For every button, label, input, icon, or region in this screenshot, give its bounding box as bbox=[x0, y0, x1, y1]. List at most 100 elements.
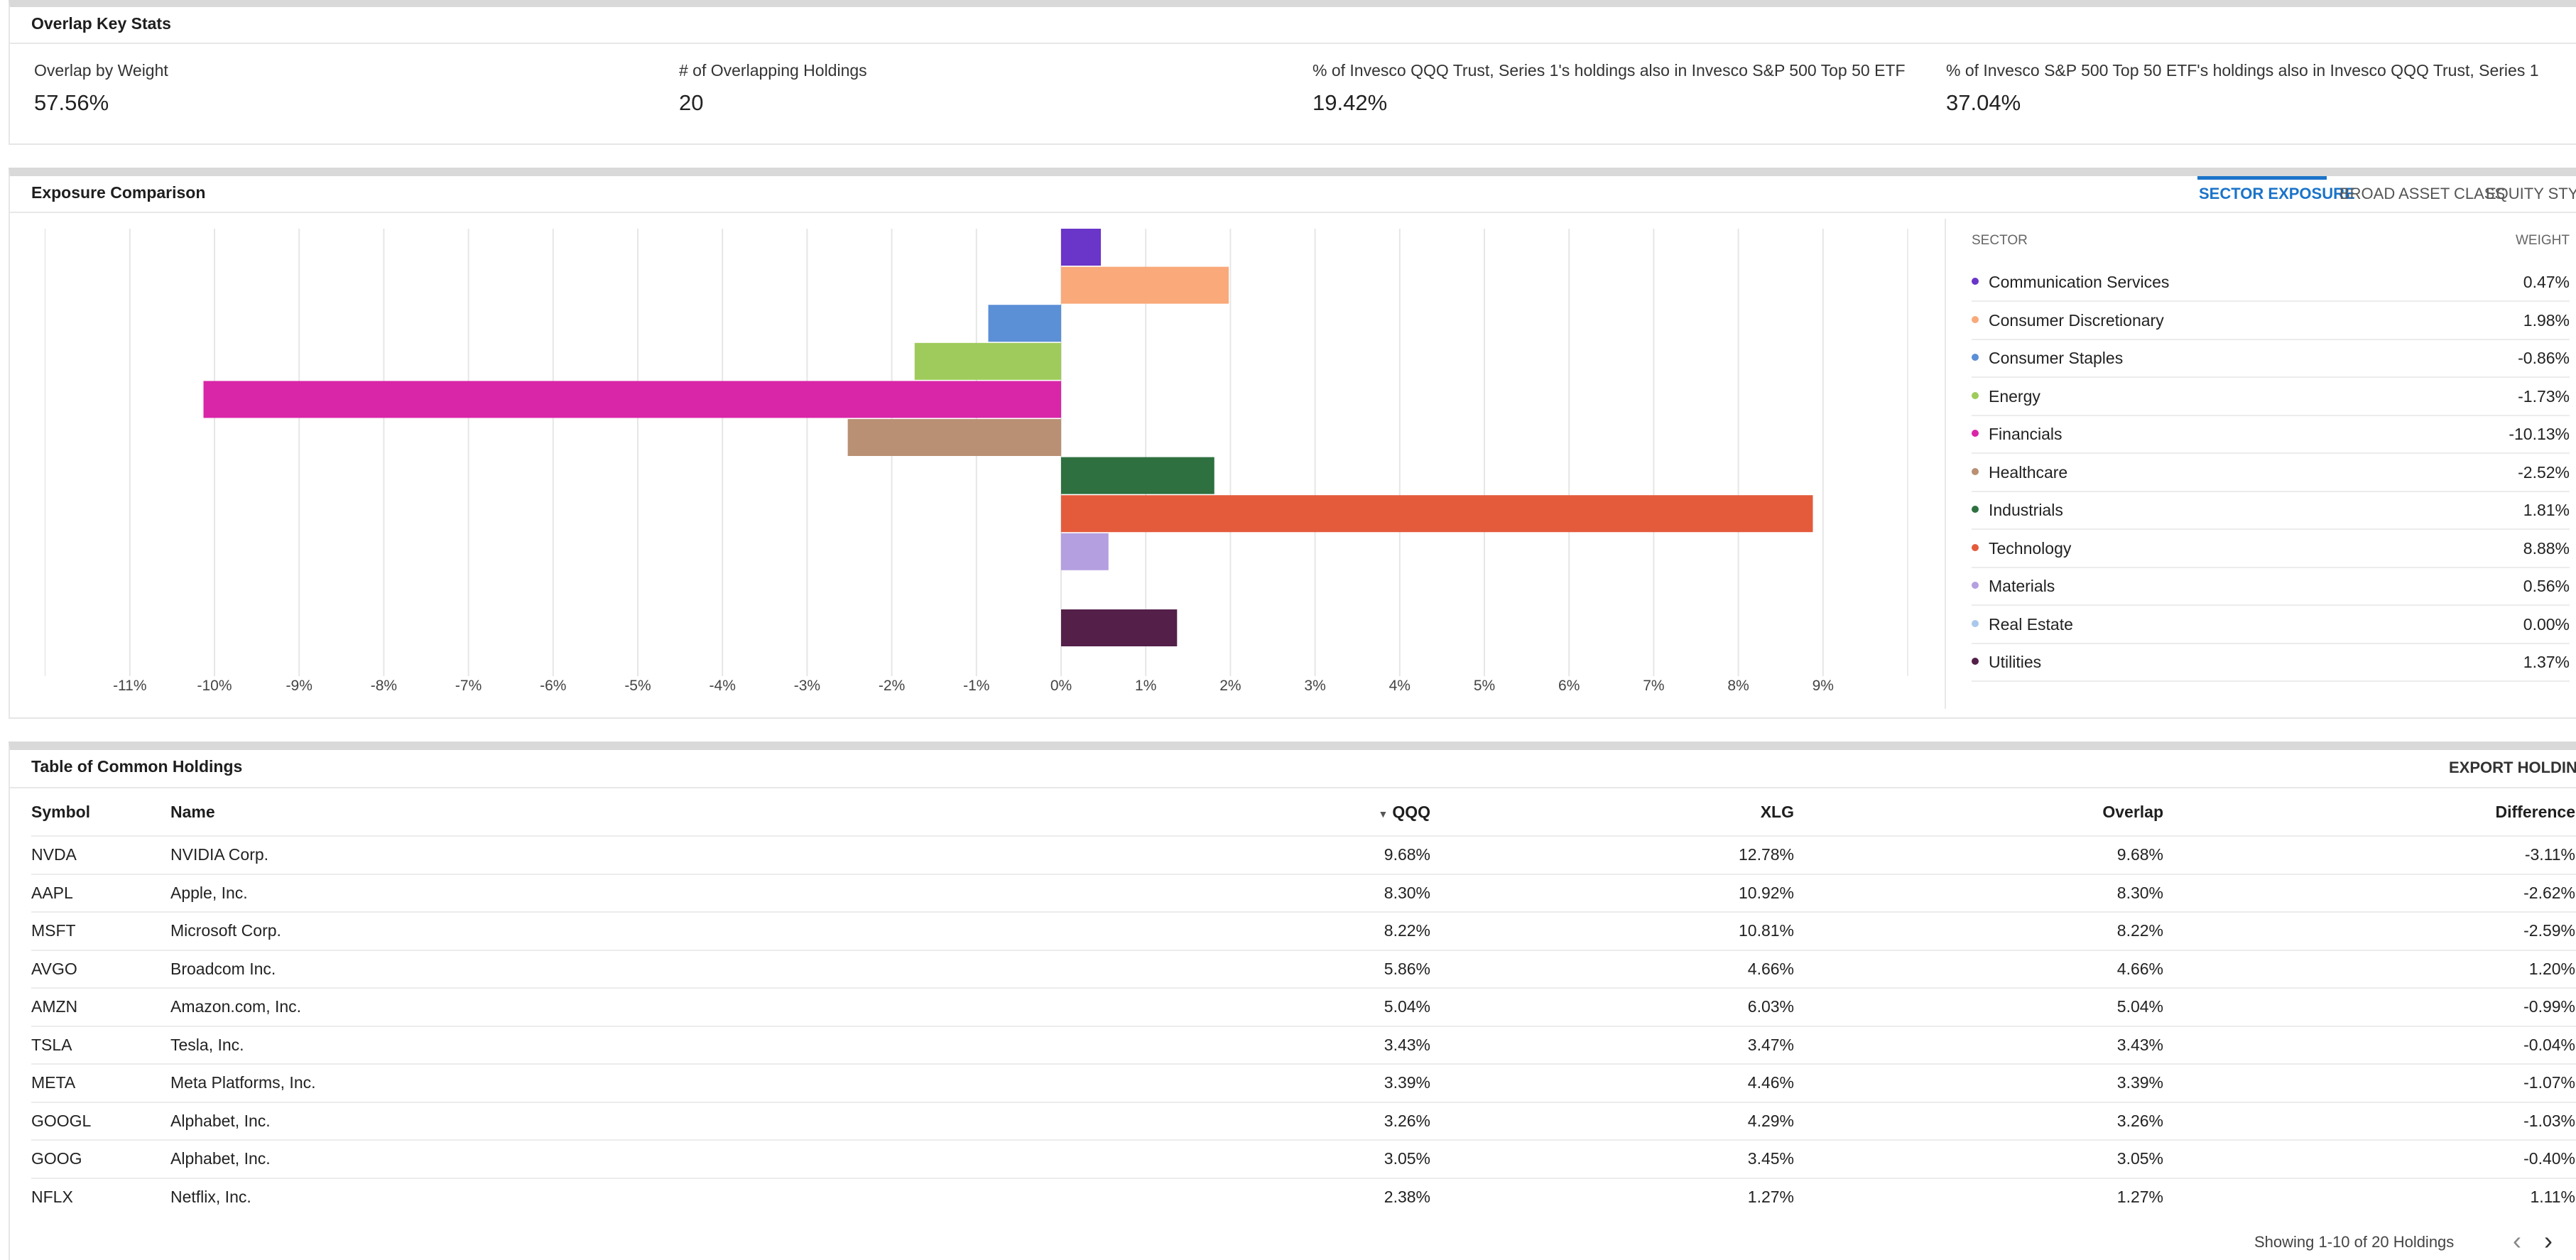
cell-difference: -1.07% bbox=[2523, 1073, 2575, 1092]
legend-item[interactable]: Financials -10.13% bbox=[1972, 416, 2570, 454]
x-tick-label: 1% bbox=[1135, 678, 1156, 694]
x-tick-label: -9% bbox=[286, 678, 313, 694]
bar-financials[interactable] bbox=[203, 381, 1061, 418]
chart-x-axis: -11% -10% -9% -8% -7% -6% -5% -4% -3% -2% -1% 0% 1% 2… bbox=[113, 678, 1834, 694]
bar-communication-services[interactable] bbox=[1061, 229, 1102, 266]
bar-healthcare[interactable] bbox=[847, 419, 1061, 456]
table-row[interactable]: NVDA NVIDIA Corp. 9.68% 12.78% 9.68% -3.11% bbox=[31, 835, 2576, 873]
col-header-symbol[interactable]: Symbol bbox=[31, 803, 91, 821]
exposure-panel: Exposure Comparison SECTOR EXPOSURE BROA… bbox=[9, 168, 2576, 719]
bar-materials[interactable] bbox=[1061, 533, 1109, 570]
legend-sector-weight: 1.98% bbox=[2523, 310, 2570, 330]
prev-page-icon[interactable]: ‹ bbox=[2513, 1226, 2521, 1255]
cell-overlap: 5.04% bbox=[2116, 997, 2163, 1016]
cell-xlg: 3.45% bbox=[1747, 1149, 1794, 1168]
holdings-title: Table of Common Holdings bbox=[31, 757, 243, 776]
cell-difference: -2.62% bbox=[2523, 883, 2575, 902]
cell-difference: -0.99% bbox=[2523, 997, 2575, 1016]
cell-qqq: 3.05% bbox=[1384, 1149, 1430, 1168]
cell-symbol: GOOG bbox=[31, 1149, 82, 1168]
legend-item[interactable]: Utilities 1.37% bbox=[1972, 644, 2570, 682]
col-header-difference[interactable]: Difference bbox=[2495, 803, 2575, 821]
cell-qqq: 5.04% bbox=[1384, 997, 1430, 1016]
cell-symbol: META bbox=[31, 1073, 76, 1092]
table-row[interactable]: NFLX Netflix, Inc. 2.38% 1.27% 1.27% 1.11% bbox=[31, 1177, 2576, 1215]
legend-item[interactable]: Communication Services 0.47% bbox=[1972, 264, 2570, 302]
legend-sector-weight: -1.73% bbox=[2518, 386, 2570, 406]
export-holdings-button[interactable]: EXPORT HOLDINGS bbox=[2449, 759, 2576, 776]
legend-color-dot bbox=[1972, 430, 1979, 437]
col-header-overlap[interactable]: Overlap bbox=[2102, 803, 2163, 821]
cell-difference: -2.59% bbox=[2523, 921, 2575, 940]
cell-overlap: 3.05% bbox=[2116, 1149, 2163, 1168]
cell-difference: -3.11% bbox=[2524, 845, 2575, 864]
tab-broad-asset-class[interactable]: BROAD ASSET CLASS bbox=[2339, 185, 2506, 202]
cell-name: Netflix, Inc. bbox=[170, 1187, 251, 1206]
table-row[interactable]: TSLA Tesla, Inc. 3.43% 3.47% 3.43% -0.04% bbox=[31, 1025, 2576, 1063]
cell-difference: 1.11% bbox=[2530, 1187, 2575, 1206]
col-header-xlg[interactable]: XLG bbox=[1760, 803, 1794, 821]
legend-color-dot bbox=[1972, 582, 1979, 589]
bar-consumer-discretionary[interactable] bbox=[1061, 266, 1229, 304]
exposure-title: Exposure Comparison bbox=[31, 183, 206, 202]
bar-industrials[interactable] bbox=[1061, 457, 1214, 494]
legend-color-dot bbox=[1972, 619, 1979, 627]
legend-header: SECTOR WEIGHT bbox=[1972, 233, 2576, 249]
table-row[interactable]: META Meta Platforms, Inc. 3.39% 4.46% 3.39% -… bbox=[31, 1063, 2576, 1101]
cell-qqq: 8.30% bbox=[1384, 883, 1430, 902]
legend-sector-name: Healthcare bbox=[1989, 462, 2068, 482]
cell-xlg: 1.27% bbox=[1747, 1187, 1794, 1206]
col-header-qqq[interactable]: ▼ QQQ bbox=[1359, 803, 1430, 822]
legend-item[interactable]: Real Estate 0.00% bbox=[1972, 607, 2570, 644]
cell-qqq: 2.38% bbox=[1384, 1187, 1430, 1206]
cell-difference: 1.20% bbox=[2528, 959, 2575, 978]
legend-item[interactable]: Energy -1.73% bbox=[1972, 379, 2570, 416]
active-tab-indicator bbox=[2197, 176, 2327, 180]
legend-item[interactable]: Consumer Staples -0.86% bbox=[1972, 340, 2570, 378]
stat-value: 57.56% bbox=[34, 90, 109, 115]
legend-color-dot bbox=[1972, 543, 1979, 551]
next-page-icon[interactable]: › bbox=[2544, 1226, 2553, 1255]
bar-consumer-staples[interactable] bbox=[988, 305, 1061, 342]
table-row[interactable]: MSFT Microsoft Corp. 8.22% 10.81% 8.22% -2.59… bbox=[31, 911, 2576, 949]
cell-qqq: 3.43% bbox=[1384, 1035, 1430, 1054]
tab-equity-style[interactable]: EQUITY STYLE bbox=[2486, 185, 2576, 202]
tab-sector-exposure[interactable]: SECTOR EXPOSURE bbox=[2199, 185, 2355, 202]
cell-symbol: AAPL bbox=[31, 883, 73, 902]
cell-symbol: TSLA bbox=[31, 1035, 72, 1054]
exposure-header: Exposure Comparison SECTOR EXPOSURE BROA… bbox=[10, 176, 2576, 213]
legend-sector-weight: -2.52% bbox=[2518, 462, 2570, 482]
cell-xlg: 4.46% bbox=[1747, 1073, 1794, 1092]
legend-item[interactable]: Industrials 1.81% bbox=[1972, 492, 2570, 530]
cell-symbol: NFLX bbox=[31, 1187, 73, 1206]
legend-item[interactable]: Materials 0.56% bbox=[1972, 568, 2570, 606]
legend-sector-name: Materials bbox=[1989, 577, 2055, 595]
cell-difference: -0.04% bbox=[2523, 1035, 2575, 1054]
x-tick-label: -7% bbox=[455, 678, 482, 694]
table-row[interactable]: AVGO Broadcom Inc. 5.86% 4.66% 4.66% 1.20% bbox=[31, 949, 2576, 987]
legend-item[interactable]: Healthcare -2.52% bbox=[1972, 455, 2570, 492]
legend-color-dot bbox=[1972, 658, 1979, 665]
key-stats-header: Overlap Key Stats bbox=[10, 7, 2576, 44]
cell-name: Alphabet, Inc. bbox=[170, 1111, 271, 1130]
col-header-name[interactable]: Name bbox=[170, 803, 215, 821]
table-row[interactable]: AMZN Amazon.com, Inc. 5.04% 6.03% 5.04% -0.99… bbox=[31, 987, 2576, 1025]
table-row[interactable]: GOOG Alphabet, Inc. 3.05% 3.45% 3.05% -0.40% bbox=[31, 1139, 2576, 1177]
cell-symbol: GOOGL bbox=[31, 1111, 92, 1130]
legend-sector-name: Energy bbox=[1989, 386, 2040, 406]
bar-technology[interactable] bbox=[1061, 495, 1813, 533]
cell-qqq: 3.39% bbox=[1384, 1073, 1430, 1092]
legend-item[interactable]: Technology 8.88% bbox=[1972, 531, 2570, 568]
bar-energy[interactable] bbox=[914, 342, 1061, 380]
cell-qqq: 5.86% bbox=[1384, 959, 1430, 978]
table-row[interactable]: AAPL Apple, Inc. 8.30% 10.92% 8.30% -2.62% bbox=[31, 873, 2576, 911]
bar-utilities[interactable] bbox=[1061, 609, 1178, 646]
legend-sector-weight: 1.37% bbox=[2523, 653, 2570, 671]
x-tick-label: -10% bbox=[197, 678, 232, 694]
cell-qqq: 3.26% bbox=[1384, 1111, 1430, 1130]
legend-item[interactable]: Consumer Discretionary 1.98% bbox=[1972, 303, 2570, 340]
x-tick-label: -4% bbox=[710, 678, 736, 694]
cell-symbol: AVGO bbox=[31, 959, 77, 978]
legend-sector-weight: -0.86% bbox=[2518, 349, 2570, 367]
table-row[interactable]: GOOGL Alphabet, Inc. 3.26% 4.29% 3.26% -1.03% bbox=[31, 1101, 2576, 1139]
